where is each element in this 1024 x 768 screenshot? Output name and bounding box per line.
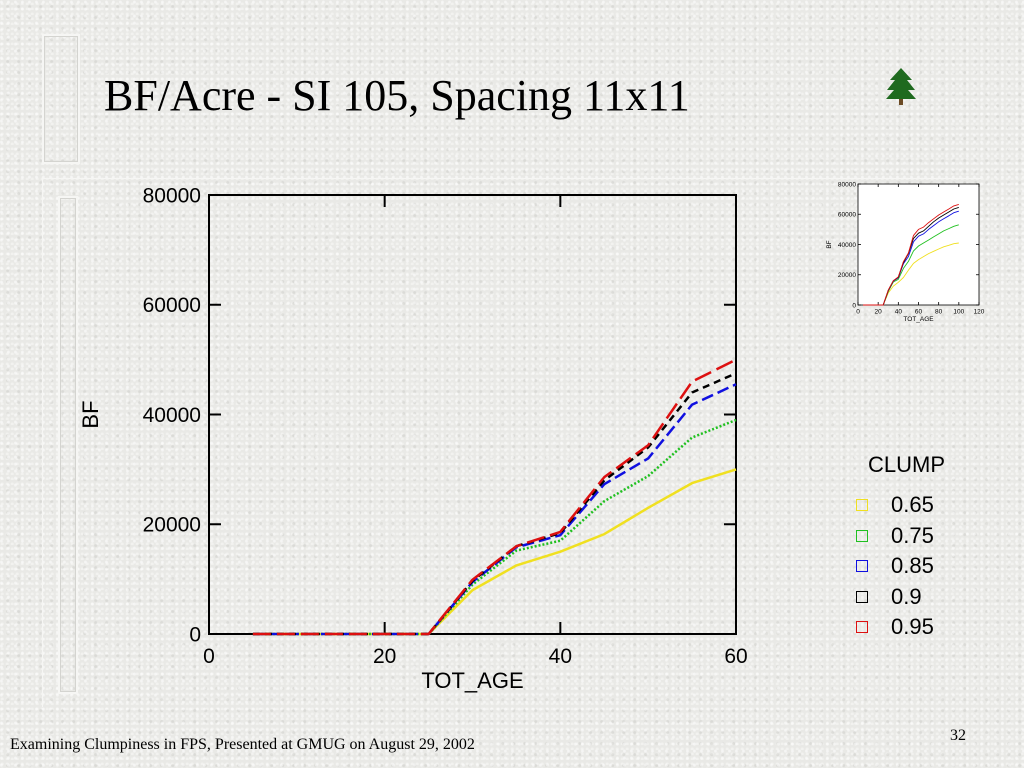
main-chart-plot-frame bbox=[208, 194, 737, 635]
decorative-bar-top bbox=[42, 34, 80, 164]
page-number: 32 bbox=[950, 727, 966, 744]
main-chart-y-tick-label: 0 bbox=[189, 623, 201, 646]
main-chart-series-line-0-75 bbox=[252, 418, 737, 636]
main-chart-y-axis-label: BF bbox=[78, 400, 103, 428]
main-chart-x-tick-label: 0 bbox=[203, 645, 215, 668]
legend: CLUMP 0.65 0.75 0.85 0.9 0.95 bbox=[856, 452, 986, 643]
inset-chart-x-tick-label: 60 bbox=[915, 309, 923, 316]
main-chart-x-tick-label: 40 bbox=[549, 645, 572, 668]
legend-swatch bbox=[856, 499, 868, 512]
inset-chart-series-line-4 bbox=[863, 203, 959, 306]
legend-swatch bbox=[856, 560, 868, 573]
main-chart-x-axis-label: TOT_AGE bbox=[421, 668, 523, 693]
legend-swatch bbox=[856, 621, 868, 634]
main-chart-y-tick-label: 40000 bbox=[143, 404, 201, 427]
chart-panel bbox=[42, 178, 981, 707]
main-chart-series-line-0-9 bbox=[252, 372, 737, 636]
legend-label: 0.75 bbox=[891, 522, 934, 548]
inset-chart-x-tick-label: 120 bbox=[974, 309, 985, 316]
main-chart-series-line-0-65 bbox=[252, 468, 737, 636]
legend-label: 0.95 bbox=[891, 614, 934, 640]
legend-title: CLUMP bbox=[868, 452, 946, 477]
slide-title: BF/Acre - SI 105, Spacing 11x11 bbox=[104, 71, 690, 120]
legend-label: 0.65 bbox=[891, 492, 934, 518]
inset-chart-plot-frame bbox=[857, 183, 980, 306]
legend-swatch bbox=[856, 529, 868, 542]
inset-chart-y-tick-label: 0 bbox=[852, 302, 856, 309]
main-chart-y-tick-label: 20000 bbox=[143, 514, 201, 537]
inset-chart-y-tick-label: 60000 bbox=[838, 212, 856, 219]
inset-chart-y-axis-label: BF bbox=[826, 240, 833, 248]
inset-chart-x-tick-label: 40 bbox=[895, 309, 903, 316]
inset-chart-x-tick-label: 0 bbox=[856, 309, 860, 316]
inset-chart-y-tick-label: 20000 bbox=[838, 272, 856, 279]
inset-chart-x-axis-label: TOT_AGE bbox=[903, 316, 934, 323]
inset-chart-x-tick-label: 80 bbox=[935, 309, 943, 316]
legend-label: 0.9 bbox=[891, 583, 922, 609]
main-chart-y-tick-label: 60000 bbox=[143, 294, 201, 317]
legend-item: 0.95 bbox=[856, 612, 986, 643]
main-chart-x-tick-label: 20 bbox=[373, 645, 396, 668]
main-chart-series-line-0-95 bbox=[252, 358, 737, 636]
tree-icon bbox=[886, 68, 916, 105]
legend-swatch bbox=[856, 590, 868, 603]
legend-item: 0.65 bbox=[856, 490, 986, 521]
main-chart-plot: 0 20 40 60 0 20000 40000 60000 80000 TOT_AGE BF bbox=[78, 184, 748, 693]
decorative-bar-left bbox=[58, 196, 78, 694]
legend-item: 0.9 bbox=[856, 582, 986, 613]
legend-item: 0.75 bbox=[856, 521, 986, 552]
footer-text: Examining Clumpiness in FPS, Presented a… bbox=[10, 736, 475, 753]
inset-chart-x-tick-label: 100 bbox=[953, 309, 964, 316]
main-chart-y-tick-label: 80000 bbox=[143, 184, 201, 207]
inset-chart-plot: 0 20 40 60 80 100 120 0 20000 40000 60000 80000 TOT_… bbox=[826, 181, 985, 323]
main-chart-x-tick-label: 60 bbox=[724, 645, 747, 668]
inset-chart-x-tick-label: 20 bbox=[875, 309, 883, 316]
legend-item: 0.85 bbox=[856, 551, 986, 582]
main-chart-series-line-0-85 bbox=[252, 383, 737, 636]
inset-chart-y-tick-label: 40000 bbox=[838, 242, 856, 249]
legend-label: 0.85 bbox=[891, 553, 934, 579]
inset-chart-y-tick-label: 80000 bbox=[838, 181, 856, 188]
